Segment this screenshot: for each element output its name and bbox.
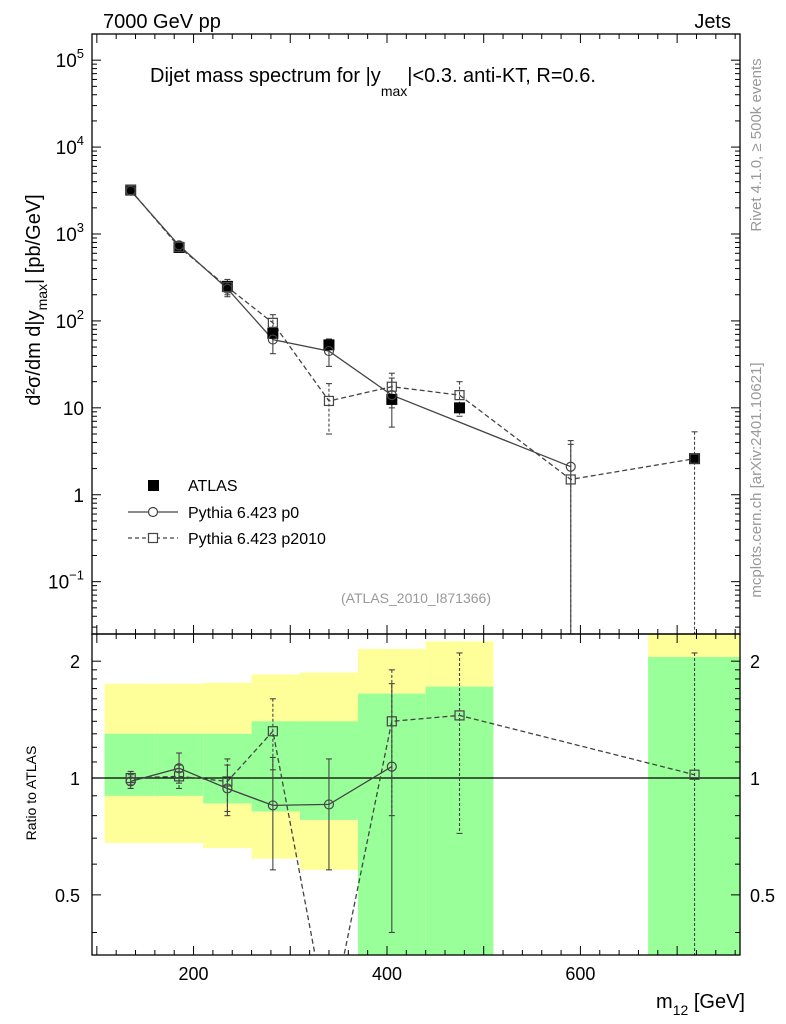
- ratio-band-green: [251, 721, 300, 812]
- atlas-point: [323, 339, 335, 351]
- legend-p2010-label: Pythia 6.423 p2010: [188, 531, 326, 548]
- ratio-p0-point: [267, 800, 278, 811]
- p2010-point: [125, 184, 136, 196]
- mcplots-url-text: mcplots.cern.ch [arXiv:2401.10621]: [748, 362, 765, 597]
- header-left: 7000 GeV pp: [103, 11, 221, 33]
- p2010-point: [565, 474, 576, 485]
- ratio-tick-label-right: 0.5: [750, 886, 775, 906]
- y-tick-exp: 2: [77, 307, 84, 322]
- y-tick-base: 10: [56, 51, 77, 72]
- ratio-p2010-point: [689, 769, 700, 780]
- y-tick-label: 1: [73, 486, 84, 507]
- y-tick-label: 10−1: [48, 568, 84, 594]
- y-tick-base: 10: [56, 312, 77, 333]
- y-tick-label: 104: [56, 133, 84, 159]
- ratio-p2010-point: [222, 776, 233, 787]
- p2010-point: [173, 241, 185, 253]
- ratio-p0-line: [130, 766, 393, 807]
- ratio-p2010-point: [125, 772, 136, 784]
- rivet-version-text: Rivet 4.1.0, ≥ 500k events: [748, 58, 765, 231]
- ratio-tick-label-left: 2: [70, 652, 80, 672]
- legend-p2010-marker: [147, 532, 159, 544]
- plot-title: Dijet mass spectrum for |ymax|<0.3. anti…: [150, 65, 596, 99]
- p0-point: [323, 345, 335, 357]
- ratio-tick-label-right: 2: [750, 652, 760, 672]
- y-tick-base: 1: [73, 486, 84, 507]
- ratio-p2010-point: [173, 771, 185, 782]
- p2010-point: [222, 281, 233, 293]
- legend-p0-marker: [147, 506, 159, 518]
- p2010-point: [323, 395, 335, 407]
- data-series: [125, 184, 701, 956]
- p0-point: [267, 334, 278, 345]
- x-tick-label: 400: [372, 964, 402, 984]
- atlas-point: [173, 241, 185, 253]
- ratio-p2010-line: [130, 714, 695, 955]
- atlas-point: [454, 402, 466, 414]
- p2010-point: [689, 453, 700, 464]
- y-tick-exp: 4: [77, 133, 84, 148]
- ratio-frame: [91, 633, 741, 956]
- ratio-uncertainty-bands: [104, 634, 740, 955]
- atlas-point: [689, 453, 701, 465]
- y-tick-base: 10: [56, 138, 77, 159]
- y-tick-base: 10: [48, 573, 69, 594]
- legend: ATLAS Pythia 6.423 p0 Pythia 6.423 p2010: [128, 478, 326, 548]
- ratio-tick-label-right: 1: [750, 769, 760, 789]
- ratio-tick-label-left: 1: [70, 769, 80, 789]
- y-tick-base: 10: [63, 399, 84, 420]
- y-tick-label: 103: [56, 220, 84, 246]
- y-tick-label: 105: [56, 46, 84, 72]
- ratio-p0-point: [222, 783, 233, 794]
- ratio-p0-point: [323, 799, 335, 810]
- ratio-p2010-point: [454, 710, 465, 721]
- atlas-point: [125, 184, 137, 196]
- y-tick-exp: 3: [77, 220, 84, 235]
- legend-atlas-marker: [148, 480, 159, 491]
- ratio-p2010-point: [386, 716, 397, 727]
- ratio-p2010-point: [267, 726, 278, 737]
- ratio-p0-point: [173, 763, 185, 774]
- p0-point: [565, 461, 576, 472]
- legend-atlas-label: ATLAS: [188, 478, 238, 495]
- p2010-point: [267, 317, 278, 328]
- ratio-tick-label-left: 0.5: [55, 886, 80, 906]
- legend-p0-label: Pythia 6.423 p0: [188, 505, 299, 522]
- x-axis-label: m12 [GeV]: [656, 991, 745, 1018]
- p2010-line: [130, 189, 695, 481]
- atlas-point: [267, 327, 279, 339]
- y-tick-label: 10: [63, 399, 84, 420]
- p0-line: [130, 190, 571, 468]
- header-right: Jets: [694, 11, 731, 33]
- atlas-point: [221, 280, 233, 292]
- y-tick-label: 102: [56, 307, 84, 333]
- p2010-point: [454, 390, 465, 401]
- y-axis-label: d²σ/dm d|ymax| [pb/GeV]: [23, 194, 50, 405]
- ratio-p0-point: [386, 761, 397, 772]
- y-tick-base: 10: [56, 225, 77, 246]
- ratio-band-green: [104, 733, 155, 796]
- y-tick-exp: −1: [69, 568, 84, 583]
- x-tick-label: 600: [565, 964, 595, 984]
- analysis-id-text: (ATLAS_2010_I871366): [341, 590, 491, 606]
- ratio-y-label: Ratio to ATLAS: [23, 746, 39, 841]
- p2010-point: [386, 381, 397, 392]
- x-tick-label: 200: [179, 964, 209, 984]
- y-tick-exp: 5: [77, 46, 84, 61]
